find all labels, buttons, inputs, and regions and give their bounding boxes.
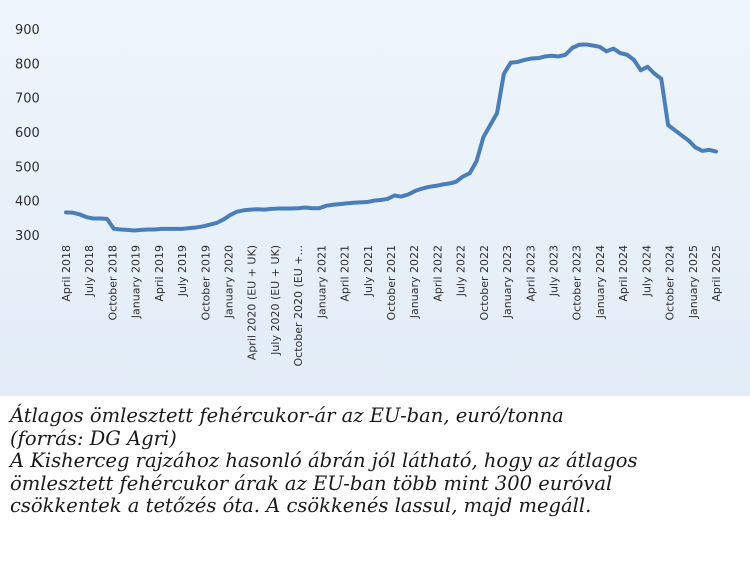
chart-panel: 900 800 700 600 500 400 300 April 2018 July 2018… <box>0 0 750 396</box>
x-tick-label: January 2025 <box>687 245 700 319</box>
x-tick-label: October 2021 <box>385 245 398 321</box>
x-tick-label: January 2024 <box>594 245 607 319</box>
x-tick-label: April 2024 <box>617 245 630 302</box>
x-tick-label: January 2022 <box>408 245 421 319</box>
x-tick-label: April 2019 <box>153 245 166 302</box>
x-tick-label: January 2021 <box>315 245 328 319</box>
x-tick-label: January 2019 <box>130 245 143 319</box>
y-tick-label: 600 <box>15 126 40 141</box>
caption-text-line-1: A Kisherceg rajzához hasonló ábrán jól l… <box>10 449 638 472</box>
caption-text-line-3: csökkentek a tetőzés óta. A csökkenés la… <box>10 494 592 517</box>
x-tick-label: July 2023 <box>548 245 561 297</box>
caption-title: Átlagos ömlesztett fehércukor-ár az EU-b… <box>10 404 564 427</box>
caption-source: (forrás: DG Agri) <box>10 426 177 450</box>
y-tick-label: 400 <box>15 195 40 210</box>
x-tick-label: April 2025 <box>710 245 723 302</box>
x-tick-label: January 2020 <box>223 245 236 319</box>
price-line-chart: 900 800 700 600 500 400 300 April 2018 July 2018… <box>15 23 723 367</box>
x-tick-label: July 2018 <box>83 245 96 297</box>
x-tick-label: July 2019 <box>176 245 189 297</box>
x-tick-label: April 2021 <box>339 245 352 302</box>
x-tick-label: April 2023 <box>524 245 537 302</box>
x-tick-label: October 2024 <box>664 245 677 321</box>
x-tick-label: April 2018 <box>60 245 73 302</box>
y-tick-label: 800 <box>15 57 40 72</box>
x-tick-label: July 2020 (EU + UK) <box>269 245 282 356</box>
x-tick-label: July 2022 <box>455 245 468 297</box>
x-tick-label: October 2022 <box>478 245 491 321</box>
x-tick-label: October 2023 <box>571 245 584 321</box>
caption-text-line-2: ömlesztett fehércukor árak az EU-ban töb… <box>10 471 613 495</box>
x-tick-label: January 2023 <box>501 245 514 319</box>
x-tick-label: July 2021 <box>362 245 375 297</box>
caption: Átlagos ömlesztett fehércukor-ár az EU-b… <box>10 404 745 518</box>
price-series-line <box>64 42 718 233</box>
x-tick-label: October 2018 <box>106 245 119 321</box>
x-tick-label: April 2020 (EU + UK) <box>246 245 259 360</box>
x-tick-label: October 2020 (EU +... <box>292 245 305 367</box>
y-tick-label: 500 <box>15 160 40 175</box>
y-tick-label: 300 <box>15 229 40 244</box>
y-tick-label: 900 <box>15 23 40 38</box>
x-tick-label: October 2019 <box>199 245 212 321</box>
x-tick-label: July 2024 <box>640 245 653 297</box>
y-tick-label: 700 <box>15 92 40 107</box>
x-tick-label: April 2022 <box>431 245 444 302</box>
